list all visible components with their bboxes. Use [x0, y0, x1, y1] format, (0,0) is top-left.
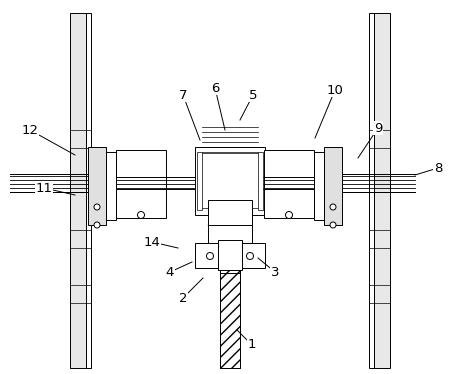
Bar [86, 13, 91, 368]
Circle shape [247, 252, 254, 260]
Bar [197, 152, 202, 210]
Text: 8: 8 [434, 162, 442, 175]
Bar [208, 225, 252, 250]
Circle shape [330, 204, 336, 210]
Text: 3: 3 [271, 266, 279, 279]
Text: 1: 1 [248, 338, 256, 352]
Bar [220, 238, 240, 368]
Circle shape [94, 222, 100, 228]
Text: 5: 5 [249, 89, 257, 101]
Bar [220, 225, 240, 245]
Bar [106, 152, 116, 220]
Text: 7: 7 [179, 89, 187, 101]
Bar [314, 152, 324, 220]
Circle shape [137, 212, 144, 218]
Circle shape [207, 252, 213, 260]
Bar [220, 273, 240, 368]
Text: 14: 14 [143, 236, 160, 248]
Bar [116, 150, 166, 218]
Bar [264, 150, 314, 218]
Text: 11: 11 [35, 181, 53, 194]
Text: 9: 9 [374, 122, 382, 135]
Bar [195, 147, 265, 215]
Text: 12: 12 [22, 123, 39, 137]
Bar [369, 13, 374, 368]
Circle shape [94, 204, 100, 210]
Bar [70, 13, 86, 368]
Text: 4: 4 [166, 266, 174, 279]
Bar [200, 153, 260, 208]
Bar [195, 243, 265, 268]
Bar [88, 147, 106, 225]
Text: 2: 2 [179, 291, 187, 304]
Bar [374, 13, 390, 368]
Text: 10: 10 [326, 83, 343, 96]
Bar [208, 200, 252, 225]
Circle shape [285, 212, 292, 218]
Bar [258, 152, 263, 210]
Bar [324, 147, 342, 225]
Text: 6: 6 [211, 82, 219, 95]
Circle shape [330, 222, 336, 228]
Bar [218, 240, 242, 270]
